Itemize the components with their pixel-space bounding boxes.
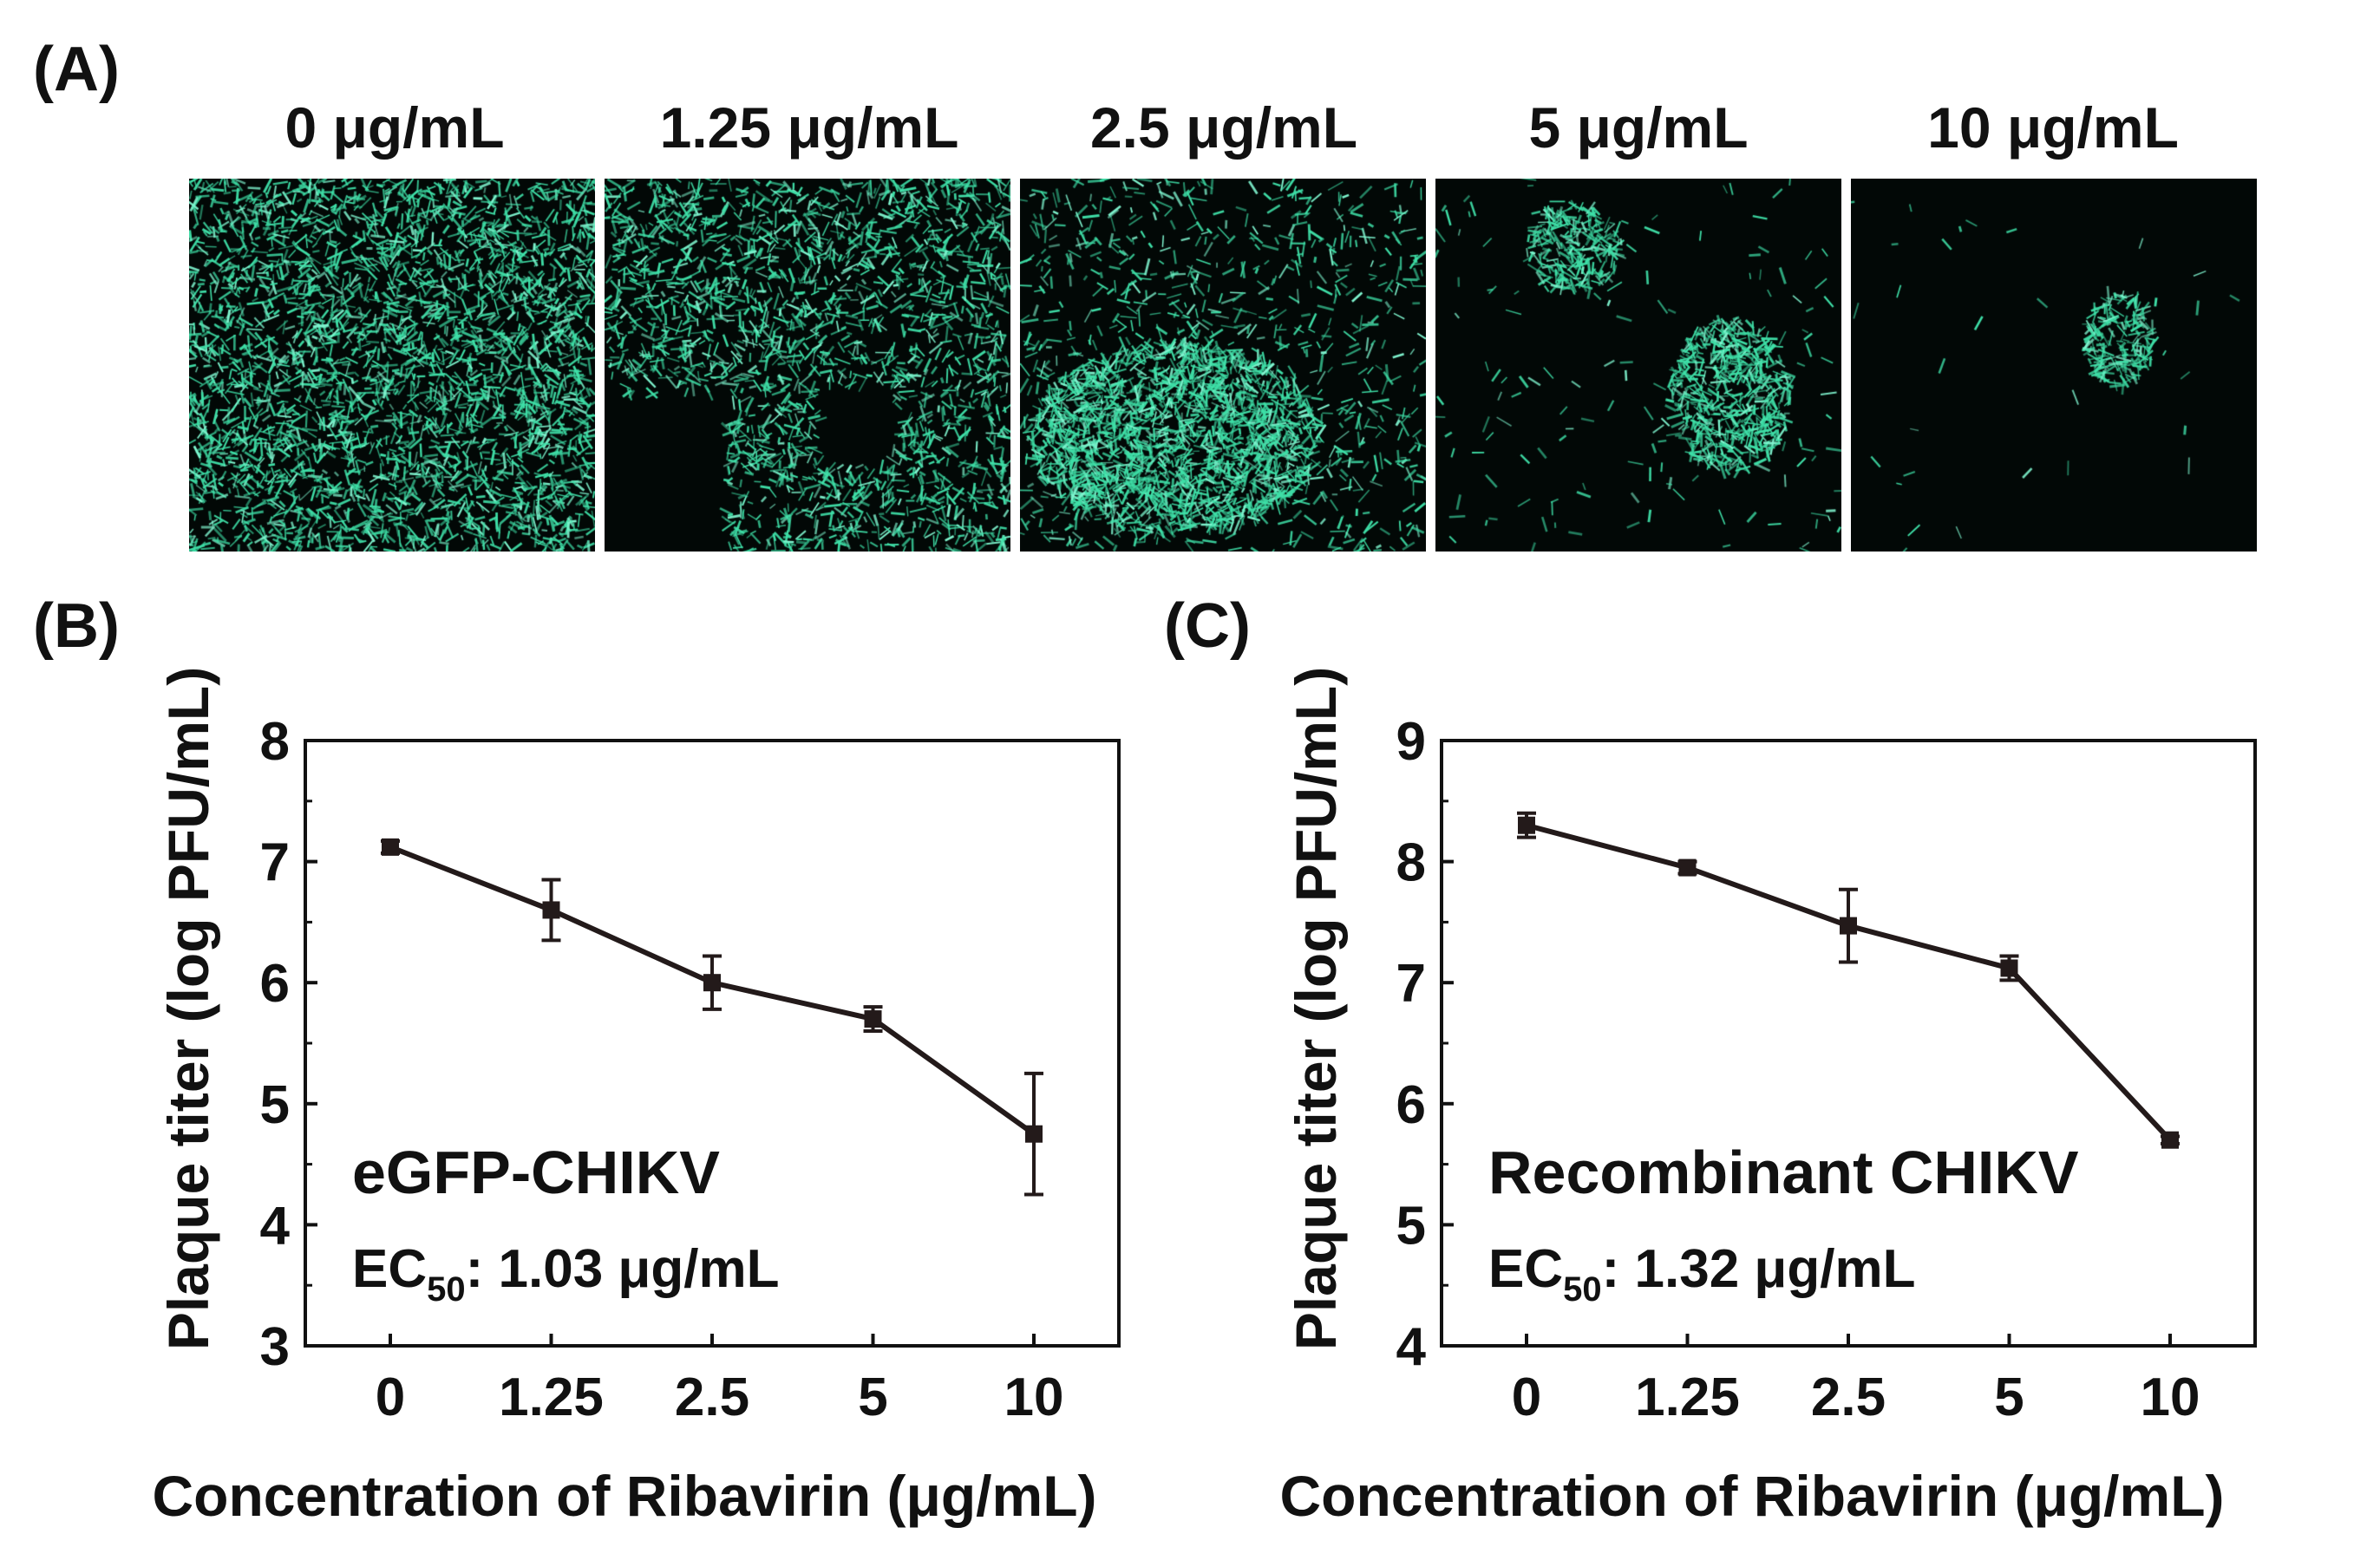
chart-c-recombinant-chikv: 4 5 6 7 8 9 0 1.25 2.5 5 10 Concentration of Ribavi… <box>1279 667 2257 1528</box>
panel-label-a: (A) <box>33 35 120 104</box>
micrograph-label-0: 0 μg/mL <box>284 95 505 160</box>
data-point <box>2161 1131 2179 1149</box>
y-tick-label: 3 <box>260 1317 290 1377</box>
x-tick-label: 5 <box>1994 1367 2024 1427</box>
micrograph-label-3: 5 μg/mL <box>1528 95 1749 160</box>
y-tick-label: 6 <box>260 954 290 1014</box>
annotation-ec50: EC50: 1.03 μg/mL <box>352 1239 779 1309</box>
chart-b-egfp-chikv: 3 4 5 6 7 8 0 1.25 2.5 5 10 Concentration of Ribavi… <box>152 667 1121 1528</box>
data-point <box>1840 917 1857 935</box>
data-point <box>1518 816 1535 834</box>
micrograph-label-1: 1.25 μg/mL <box>659 95 959 160</box>
x-tick-label: 10 <box>1004 1367 1064 1427</box>
annotation-ec50: EC50: 1.32 μg/mL <box>1488 1239 1915 1309</box>
micrograph-0-ug <box>189 179 595 552</box>
x-axis-label: Concentration of Ribavirin (μg/mL) <box>1279 1464 2224 1528</box>
x-tick-label: 0 <box>1512 1367 1541 1427</box>
series-line <box>1526 822 2173 1142</box>
x-tick-label: 2.5 <box>675 1367 749 1427</box>
y-tick-label: 8 <box>1396 833 1426 893</box>
data-point <box>542 901 560 919</box>
micrograph-5-ug <box>1435 179 1841 552</box>
y-axis-label: Plaque titer (log PFU/mL) <box>1284 667 1348 1350</box>
micrograph-label-2: 2.5 μg/mL <box>1089 95 1358 160</box>
x-tick-label: 1.25 <box>499 1367 604 1427</box>
y-axis-label: Plaque titer (log PFU/mL) <box>156 667 220 1350</box>
y-tick-label: 4 <box>1396 1317 1427 1377</box>
data-point <box>1025 1125 1043 1143</box>
y-tick-label: 5 <box>1396 1196 1426 1256</box>
x-tick-label: 10 <box>2141 1367 2200 1427</box>
data-point <box>1678 858 1697 877</box>
y-tick-label: 8 <box>260 712 290 772</box>
x-tick-label: 2.5 <box>1811 1367 1886 1427</box>
micrograph-1-25-ug <box>605 179 1010 552</box>
data-point <box>382 838 399 856</box>
panel-label-c: (C) <box>1164 591 1251 661</box>
micrograph-2-5-ug <box>1020 179 1426 552</box>
y-tick-label: 6 <box>1396 1075 1426 1135</box>
y-tick-label: 4 <box>260 1196 291 1256</box>
micrograph-label-4: 10 μg/mL <box>1927 95 2179 160</box>
x-tick-label: 0 <box>376 1367 405 1427</box>
y-tick-label: 7 <box>1396 954 1426 1014</box>
x-axis-label: Concentration of Ribavirin (μg/mL) <box>152 1464 1096 1528</box>
data-point <box>2000 959 2018 977</box>
x-tick-label: 1.25 <box>1635 1367 1740 1427</box>
y-tick-label: 7 <box>260 833 290 893</box>
y-tick-label: 9 <box>1396 712 1426 772</box>
data-point <box>703 974 721 992</box>
x-tick-label: 5 <box>858 1367 887 1427</box>
annotation-virus-name: eGFP-CHIKV <box>352 1139 720 1206</box>
annotation-virus-name: Recombinant CHIKV <box>1488 1139 2079 1206</box>
data-point <box>864 1010 882 1028</box>
micrograph-10-ug <box>1851 179 2257 552</box>
y-tick-label: 5 <box>260 1075 290 1135</box>
panel-label-b: (B) <box>33 591 120 661</box>
